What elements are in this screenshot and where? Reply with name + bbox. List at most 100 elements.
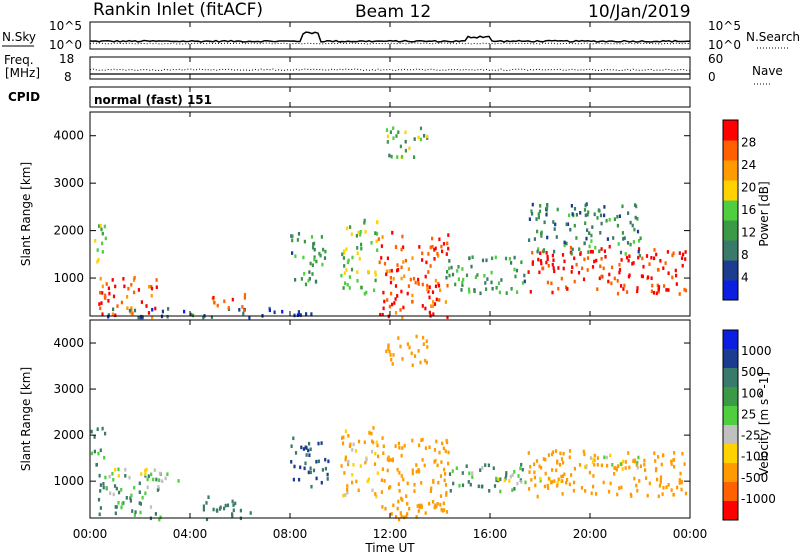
echo-cell: [384, 506, 387, 511]
echo-cell: [510, 287, 513, 291]
echo-cell: [662, 266, 665, 270]
echo-cell: [376, 248, 379, 252]
freq-tick-bottom: 8: [64, 70, 72, 84]
echo-cell: [679, 471, 682, 476]
echo-cell: [141, 495, 144, 500]
echo-cell: [347, 459, 350, 464]
echo-cell: [664, 261, 667, 265]
x-tick-label: 20:00: [573, 527, 608, 541]
echo-cell: [124, 474, 127, 478]
echo-cell: [207, 495, 210, 499]
echo-cell: [667, 288, 670, 292]
echo-cell: [374, 273, 377, 277]
echo-cell: [654, 459, 657, 463]
echo-cell: [571, 212, 574, 216]
echo-cell: [205, 501, 208, 505]
echo-cell: [568, 482, 571, 487]
echo-cell: [385, 272, 388, 277]
echo-cell: [603, 213, 606, 218]
echo-cell: [243, 308, 246, 313]
echo-cell: [632, 459, 635, 463]
y-tick-label: 4000: [53, 129, 84, 143]
echo-cell: [93, 435, 96, 439]
echo-cell: [605, 218, 608, 223]
echo-cell: [516, 481, 519, 486]
echo-cell: [302, 447, 305, 451]
echo-cell: [239, 508, 242, 513]
echo-cell: [474, 275, 477, 279]
echo-cell: [550, 480, 553, 485]
echo-cell: [343, 271, 346, 275]
echo-cell: [600, 221, 603, 226]
colorbar-swatch: [723, 406, 738, 426]
echo-cell: [450, 265, 453, 270]
echo-cell: [556, 484, 559, 488]
echo-cell: [513, 487, 516, 491]
echo-cell: [628, 273, 631, 277]
echo-cell: [589, 249, 593, 254]
y-tick-label: 2000: [53, 224, 84, 238]
echo-cell: [586, 268, 589, 272]
echo-cell: [563, 243, 566, 248]
echo-cell: [348, 286, 351, 290]
echo-cell: [469, 482, 472, 487]
echo-cell: [655, 291, 658, 296]
echo-cell: [543, 484, 546, 489]
echo-cell: [579, 252, 582, 256]
echo-cell: [468, 256, 471, 260]
echo-cell: [602, 480, 605, 485]
echo-cell: [98, 224, 101, 228]
echo-cell: [460, 288, 463, 292]
echo-cell: [317, 441, 320, 446]
echo-cell: [598, 209, 601, 213]
echo-cell: [400, 289, 403, 294]
echo-cell: [304, 282, 308, 287]
echo-cell: [104, 293, 107, 298]
echo-cell: [681, 263, 684, 268]
echo-cell: [551, 468, 554, 472]
echo-cell: [553, 479, 556, 483]
echo-cell: [538, 209, 542, 214]
echo-cell: [533, 475, 536, 480]
echo-cell: [421, 282, 424, 287]
echo-cell: [439, 502, 442, 507]
echo-cell: [553, 269, 556, 274]
echo-cell: [406, 291, 409, 296]
echo-cell: [364, 460, 367, 465]
echo-cell: [441, 509, 444, 513]
echo-cell: [558, 463, 562, 467]
echo-cell: [586, 256, 590, 260]
echo-cell: [313, 257, 316, 262]
echo-cell: [113, 484, 117, 488]
echo-cell: [619, 462, 622, 466]
echo-cell: [137, 288, 140, 292]
echo-cell: [537, 247, 540, 251]
echo-cell: [99, 276, 102, 281]
echo-cell: [107, 314, 110, 319]
echo-cell: [520, 260, 523, 264]
velocity-axis-ticks: 1000 2000 3000 4000: [53, 336, 690, 488]
echo-cell: [114, 467, 117, 472]
echo-cell: [145, 467, 148, 472]
echo-cell: [625, 255, 629, 260]
echo-cell: [577, 270, 581, 275]
echo-cell: [662, 486, 665, 490]
echo-cell: [581, 266, 584, 271]
echo-cell: [551, 262, 554, 267]
echo-cell: [177, 479, 180, 483]
echo-cell: [291, 251, 294, 255]
echo-cell: [676, 485, 679, 490]
echo-cell: [446, 440, 449, 445]
echo-cell: [616, 223, 619, 228]
echo-cell: [133, 485, 136, 490]
echo-cell: [409, 277, 412, 282]
echo-cell: [414, 280, 417, 285]
colorbar-tick-label: -1000: [741, 492, 776, 506]
echo-cell: [458, 483, 461, 488]
echo-cell: [519, 466, 522, 471]
echo-cell: [619, 250, 623, 255]
echo-cell: [342, 256, 345, 260]
echo-cell: [538, 270, 541, 275]
echo-cell: [93, 449, 96, 454]
echo-cell: [556, 459, 559, 464]
